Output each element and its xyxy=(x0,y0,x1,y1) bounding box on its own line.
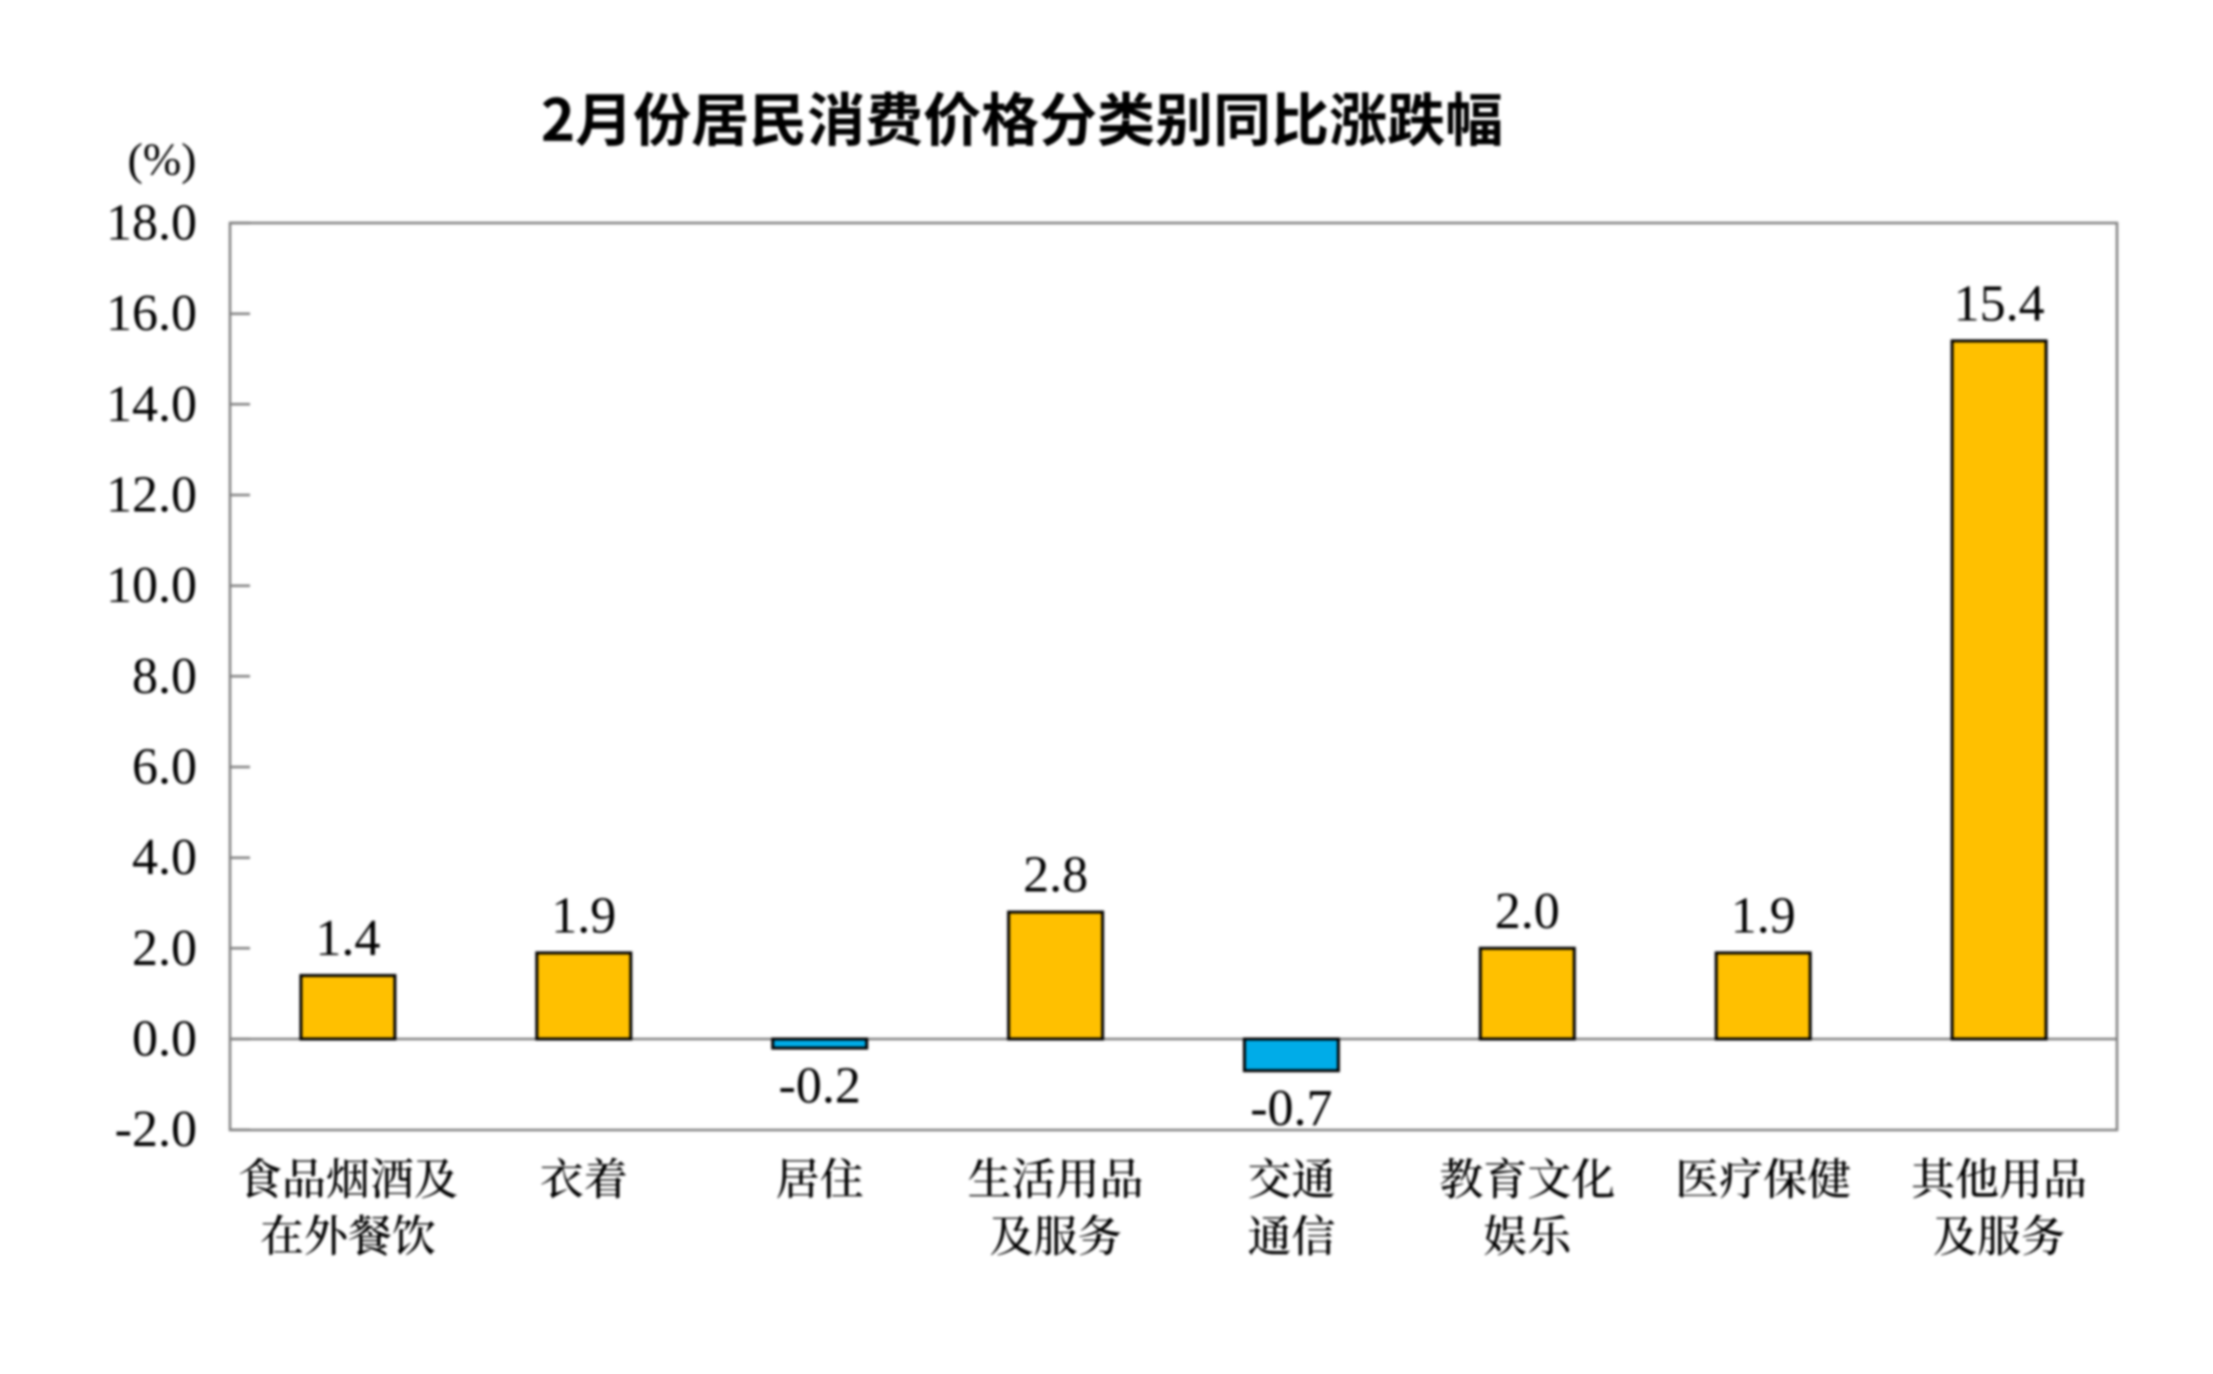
svg-text:4.0: 4.0 xyxy=(132,829,197,886)
svg-text:-2.0: -2.0 xyxy=(115,1101,197,1158)
svg-text:14.0: 14.0 xyxy=(106,376,197,433)
svg-text:-0.7: -0.7 xyxy=(1250,1080,1332,1137)
svg-text:1.4: 1.4 xyxy=(315,910,380,967)
svg-text:10.0: 10.0 xyxy=(106,557,197,614)
svg-text:16.0: 16.0 xyxy=(106,285,197,342)
svg-text:1.9: 1.9 xyxy=(1731,887,1796,944)
svg-text:2.0: 2.0 xyxy=(1495,883,1560,940)
svg-text:15.4: 15.4 xyxy=(1954,275,2045,332)
svg-text:1.9: 1.9 xyxy=(551,887,616,944)
svg-text:-0.2: -0.2 xyxy=(779,1058,861,1115)
svg-text:6.0: 6.0 xyxy=(132,739,197,796)
svg-text:12.0: 12.0 xyxy=(106,467,197,524)
svg-text:2.8: 2.8 xyxy=(1023,847,1088,904)
svg-text:18.0: 18.0 xyxy=(106,195,197,252)
svg-text:2.0: 2.0 xyxy=(132,920,197,977)
svg-text:(%): (%) xyxy=(128,134,197,185)
svg-text:8.0: 8.0 xyxy=(132,648,197,705)
svg-text:0.0: 0.0 xyxy=(132,1011,197,1068)
